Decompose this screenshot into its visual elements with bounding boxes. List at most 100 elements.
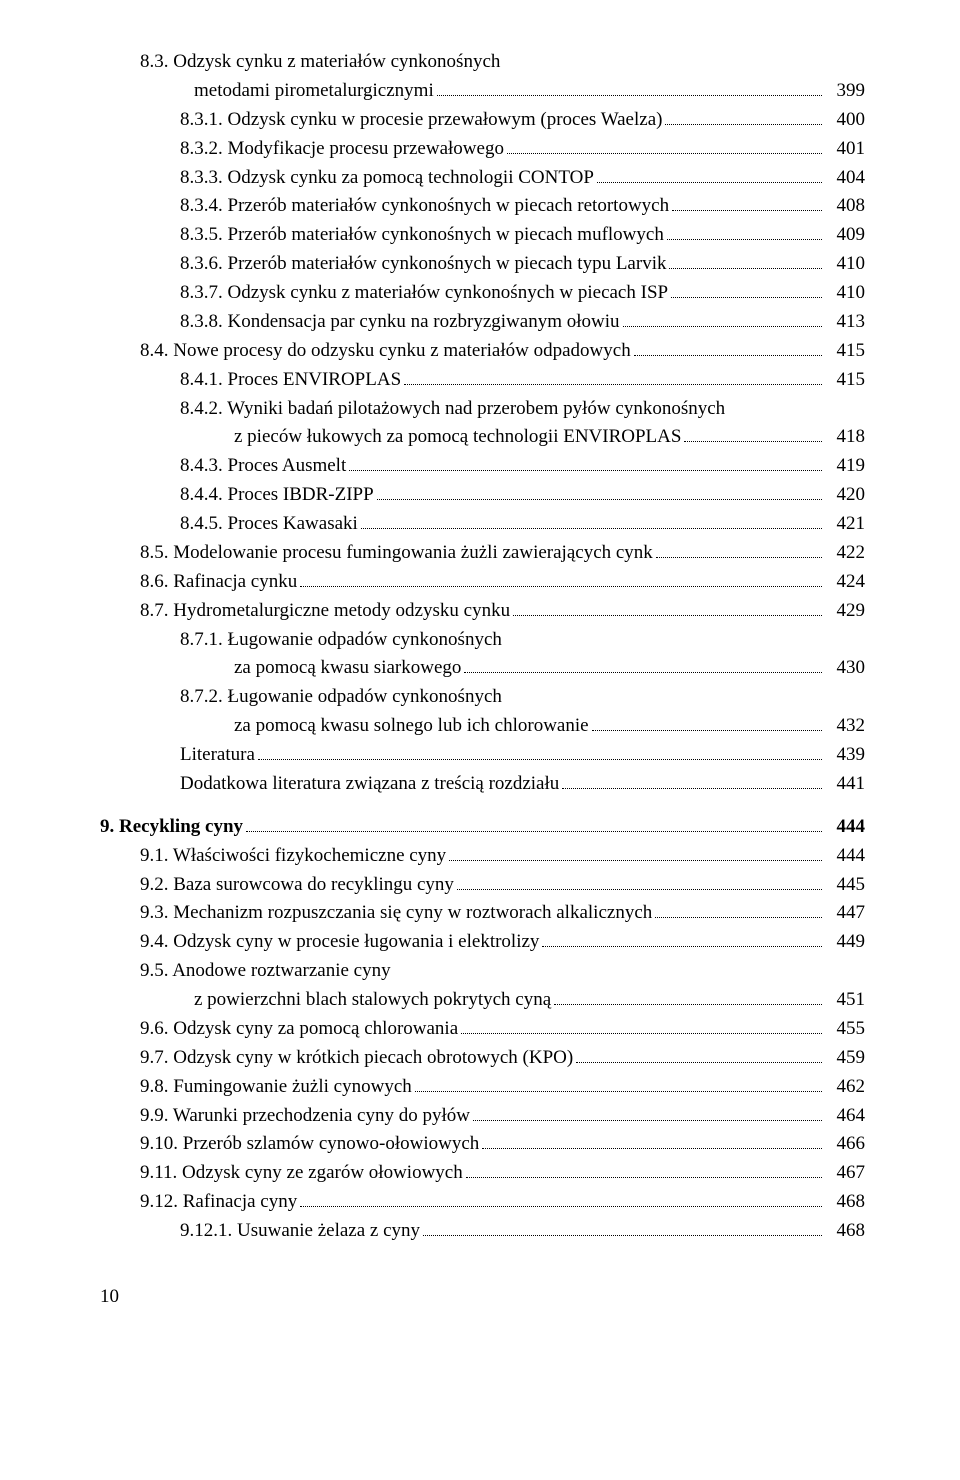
toc-entry-text: z powierzchni blach stalowych pokrytych … — [194, 986, 551, 1015]
toc-entry-page: 467 — [825, 1159, 865, 1188]
toc-entry-page: 439 — [825, 741, 865, 770]
toc-entry-text: 9.12.1. Usuwanie żelaza z cyny — [180, 1217, 420, 1246]
toc-leader-dots — [457, 871, 822, 889]
toc-leader-dots — [576, 1045, 822, 1063]
toc-leader-dots — [415, 1074, 822, 1092]
toc-entry: 8.3.5. Przerób materiałów cynkonośnych w… — [100, 221, 865, 250]
toc-entry-page: 455 — [825, 1015, 865, 1044]
toc-leader-dots — [349, 453, 822, 471]
toc-leader-dots — [437, 78, 822, 96]
toc-leader-dots — [300, 1189, 822, 1207]
toc-entry: 8.3.3. Odzysk cynku za pomocą technologi… — [100, 164, 865, 193]
toc-entry-text: 8.3.5. Przerób materiałów cynkonośnych w… — [180, 221, 664, 250]
toc-page: 8.3. Odzysk cynku z materiałów cynkonośn… — [0, 0, 960, 1368]
toc-leader-dots — [656, 540, 822, 558]
toc-entry-page: 466 — [825, 1130, 865, 1159]
toc-entry-text: 8.3.7. Odzysk cynku z materiałów cynkono… — [180, 279, 668, 308]
toc-entry-page: 468 — [825, 1217, 865, 1246]
toc-entry: 8.4. Nowe procesy do odzysku cynku z mat… — [100, 337, 865, 366]
toc-entry-text: 9.1. Właściwości fizykochemiczne cyny — [140, 842, 446, 871]
toc-entry-text: 8.3.2. Modyfikacje procesu przewałowego — [180, 135, 504, 164]
toc-entry-page: 415 — [825, 366, 865, 395]
toc-entry-text: 8.4. Nowe procesy do odzysku cynku z mat… — [140, 337, 631, 366]
toc-leader-dots — [597, 164, 822, 182]
toc-entry-text: 9.8. Fumingowanie żużli cynowych — [140, 1073, 412, 1102]
toc-entry-text: za pomocą kwasu siarkowego — [234, 654, 461, 683]
toc-leader-dots — [669, 251, 822, 269]
toc-leader-dots — [258, 742, 822, 760]
toc-entry-text: 9.12. Rafinacja cyny — [140, 1188, 297, 1217]
toc-entry: 9.4. Odzysk cyny w procesie ługowania i … — [100, 928, 865, 957]
toc-entry: za pomocą kwasu siarkowego430 — [100, 654, 865, 683]
toc-leader-dots — [300, 569, 822, 587]
toc-entry-text: 8.7.2. Ługowanie odpadów cynkonośnych — [180, 683, 502, 712]
toc-entry-text: 9.4. Odzysk cyny w procesie ługowania i … — [140, 928, 539, 957]
toc-entry-page: 447 — [825, 899, 865, 928]
toc-entry: z powierzchni blach stalowych pokrytych … — [100, 986, 865, 1015]
toc-entry-page: 413 — [825, 308, 865, 337]
toc-leader-dots — [634, 338, 822, 356]
toc-entry-page: 420 — [825, 481, 865, 510]
toc-entry-text: 9.11. Odzysk cyny ze zgarów ołowiowych — [140, 1159, 463, 1188]
toc-entry-page: 404 — [825, 164, 865, 193]
toc-leader-dots — [361, 511, 822, 529]
toc-entry-text: 8.5. Modelowanie procesu fumingowania żu… — [140, 539, 653, 568]
toc-entry-text: Literatura — [180, 741, 255, 770]
toc-entry-page: 410 — [825, 250, 865, 279]
toc-entry: 8.4.1. Proces ENVIROPLAS415 — [100, 366, 865, 395]
toc-leader-dots — [562, 771, 822, 789]
toc-entry-page: 422 — [825, 539, 865, 568]
toc-entry-text: 9.3. Mechanizm rozpuszczania się cyny w … — [140, 899, 652, 928]
toc-entry-page: 429 — [825, 597, 865, 626]
toc-leader-dots — [665, 107, 822, 125]
toc-leader-dots — [671, 280, 822, 298]
toc-entry-text: 8.3. Odzysk cynku z materiałów cynkonośn… — [140, 48, 500, 77]
toc-entry: 8.4.5. Proces Kawasaki421 — [100, 510, 865, 539]
toc-entry-text: metodami pirometalurgicznymi — [194, 77, 434, 106]
toc-entry-text: 8.4.2. Wyniki badań pilotażowych nad prz… — [180, 395, 725, 424]
toc-leader-dots — [473, 1102, 822, 1120]
toc-leader-dots — [513, 598, 822, 616]
toc-entry: 9.5. Anodowe roztwarzanie cyny — [100, 957, 865, 986]
toc-entry: 9.1. Właściwości fizykochemiczne cyny 444 — [100, 842, 865, 871]
toc-entry: z pieców łukowych za pomocą technologii … — [100, 423, 865, 452]
toc-leader-dots — [466, 1160, 822, 1178]
toc-entry: 8.4.2. Wyniki badań pilotażowych nad prz… — [100, 395, 865, 424]
toc-entry-text: 8.3.8. Kondensacja par cynku na rozbryzg… — [180, 308, 620, 337]
toc-entry-page: 418 — [825, 423, 865, 452]
toc-entry-page: 444 — [825, 813, 865, 842]
toc-entry: 9.12.1. Usuwanie żelaza z cyny 468 — [100, 1217, 865, 1246]
toc-entry-page: 444 — [825, 842, 865, 871]
toc-entry-text: 9.10. Przerób szlamów cynowo-ołowiowych — [140, 1130, 479, 1159]
toc-entry-page: 464 — [825, 1102, 865, 1131]
toc-leader-dots — [655, 900, 822, 918]
page-number: 10 — [100, 1286, 865, 1308]
toc-entry: 9.9. Warunki przechodzenia cyny do pyłów… — [100, 1102, 865, 1131]
toc-entry-text: 8.3.6. Przerób materiałów cynkonośnych w… — [180, 250, 666, 279]
toc-entry-page: 451 — [825, 986, 865, 1015]
toc-entry-text: 8.4.3. Proces Ausmelt — [180, 452, 346, 481]
toc-entry-text: 9.7. Odzysk cyny w krótkich piecach obro… — [140, 1044, 573, 1073]
toc-leader-dots — [592, 713, 822, 731]
toc-entry: 8.3.2. Modyfikacje procesu przewałowego 4… — [100, 135, 865, 164]
toc-entry-text: 8.3.4. Przerób materiałów cynkonośnych w… — [180, 192, 669, 221]
toc-entry: 9. Recykling cyny444 — [100, 813, 865, 842]
toc-leader-dots — [507, 136, 822, 154]
toc-entry-page: 441 — [825, 770, 865, 799]
toc-leader-dots — [554, 987, 822, 1005]
toc-entry-page: 432 — [825, 712, 865, 741]
toc-entry: 8.5. Modelowanie procesu fumingowania żu… — [100, 539, 865, 568]
toc-entry-page: 421 — [825, 510, 865, 539]
toc-entry: 8.4.4. Proces IBDR-ZIPP420 — [100, 481, 865, 510]
toc-entry: 9.7. Odzysk cyny w krótkich piecach obro… — [100, 1044, 865, 1073]
toc-entry: 8.3.4. Przerób materiałów cynkonośnych w… — [100, 192, 865, 221]
toc-entry: 8.4.3. Proces Ausmelt419 — [100, 452, 865, 481]
toc-entry: 8.7. Hydrometalurgiczne metody odzysku c… — [100, 597, 865, 626]
toc-entry-page: 468 — [825, 1188, 865, 1217]
toc-entry: 8.7.1. Ługowanie odpadów cynkonośnych — [100, 626, 865, 655]
toc-entry-text: 8.3.3. Odzysk cynku za pomocą technologi… — [180, 164, 594, 193]
toc-entry-text: 9.2. Baza surowcowa do recyklingu cyny — [140, 871, 454, 900]
toc-entry-page: 401 — [825, 135, 865, 164]
toc-leader-dots — [377, 482, 822, 500]
toc-leader-dots — [623, 309, 822, 327]
